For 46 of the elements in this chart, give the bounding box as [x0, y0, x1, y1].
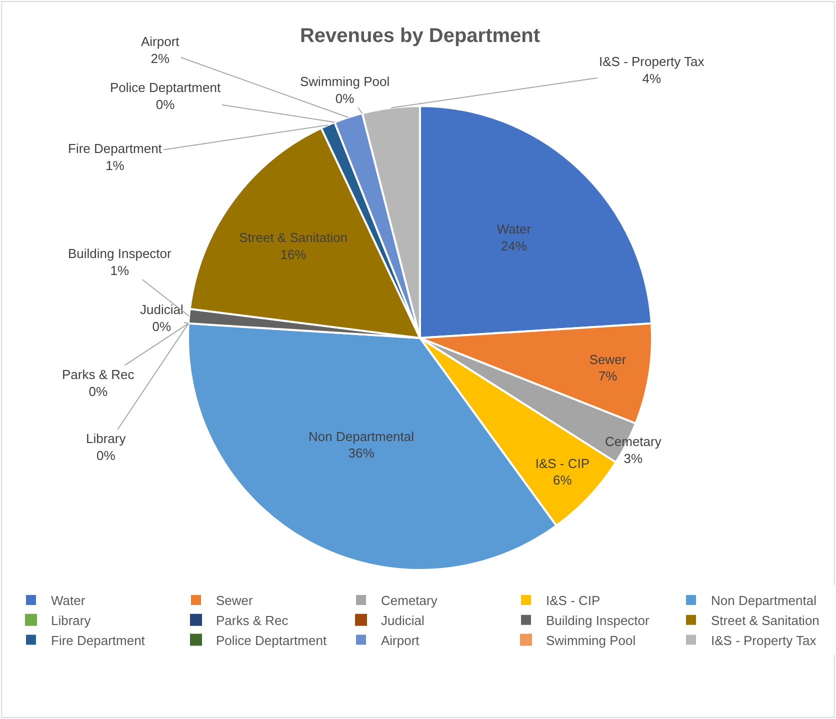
legend-label: Police Deptartment	[216, 632, 327, 648]
slice-label: Building Inspector	[68, 246, 172, 261]
chart-title: Revenues by Department	[300, 25, 540, 47]
legend-label: Water	[51, 593, 86, 608]
legend-label: Library	[51, 612, 92, 628]
legend-label: Sewer	[216, 593, 254, 608]
legend-label: I&S - CIP	[546, 593, 600, 608]
legend-label: Fire Department	[51, 632, 146, 648]
legend-label: I&S - Property Tax	[711, 632, 817, 648]
text: 0%	[156, 96, 175, 112]
data-label: 3%	[624, 450, 644, 466]
legend-label: Cemetary	[381, 593, 438, 608]
data-label: 16%	[280, 246, 307, 262]
legend-label: Airport	[381, 632, 420, 648]
category-label: Swimming Pool	[300, 74, 390, 89]
category-label: Police Deptartment	[110, 80, 221, 95]
slice-label: Sewer	[589, 352, 627, 367]
legend-label: Swimming Pool	[546, 632, 636, 648]
slice-label: Cemetary	[605, 434, 662, 449]
legend-label: Street & Sanitation	[711, 612, 820, 628]
text: 0%	[152, 318, 172, 334]
slice-label: Airport	[141, 34, 180, 49]
slice-label: Non Departmental	[308, 428, 414, 444]
legend-label: Non Departmental	[711, 593, 817, 608]
data-label: 24%	[500, 238, 528, 254]
data-label: 6%	[553, 472, 572, 488]
text: 0%	[335, 90, 354, 106]
category-label: Judicial	[140, 302, 184, 317]
data-label: 4%	[642, 70, 662, 86]
data-label: 36%	[348, 446, 375, 461]
category-label: Library	[86, 431, 126, 446]
data-label: 1%	[110, 262, 130, 278]
legend-label: Parks & Rec	[216, 612, 289, 628]
data-label: 7%	[598, 368, 618, 384]
legend-label: Building Inspector	[546, 612, 650, 628]
slice-label: I&S - Property Tax	[599, 54, 705, 69]
legend-label: Judicial	[381, 612, 424, 628]
slice-label: Fire Department	[68, 141, 162, 156]
category-label: Parks & Rec	[62, 367, 134, 382]
data-label: 2%	[150, 50, 170, 66]
slice-label: Street & Sanitation	[239, 230, 348, 246]
text: 0%	[88, 384, 108, 399]
text: 0%	[96, 448, 116, 463]
slice-label: Water	[496, 222, 532, 237]
data-label: 1%	[106, 158, 125, 173]
slice-label: I&S - CIP	[535, 456, 590, 471]
